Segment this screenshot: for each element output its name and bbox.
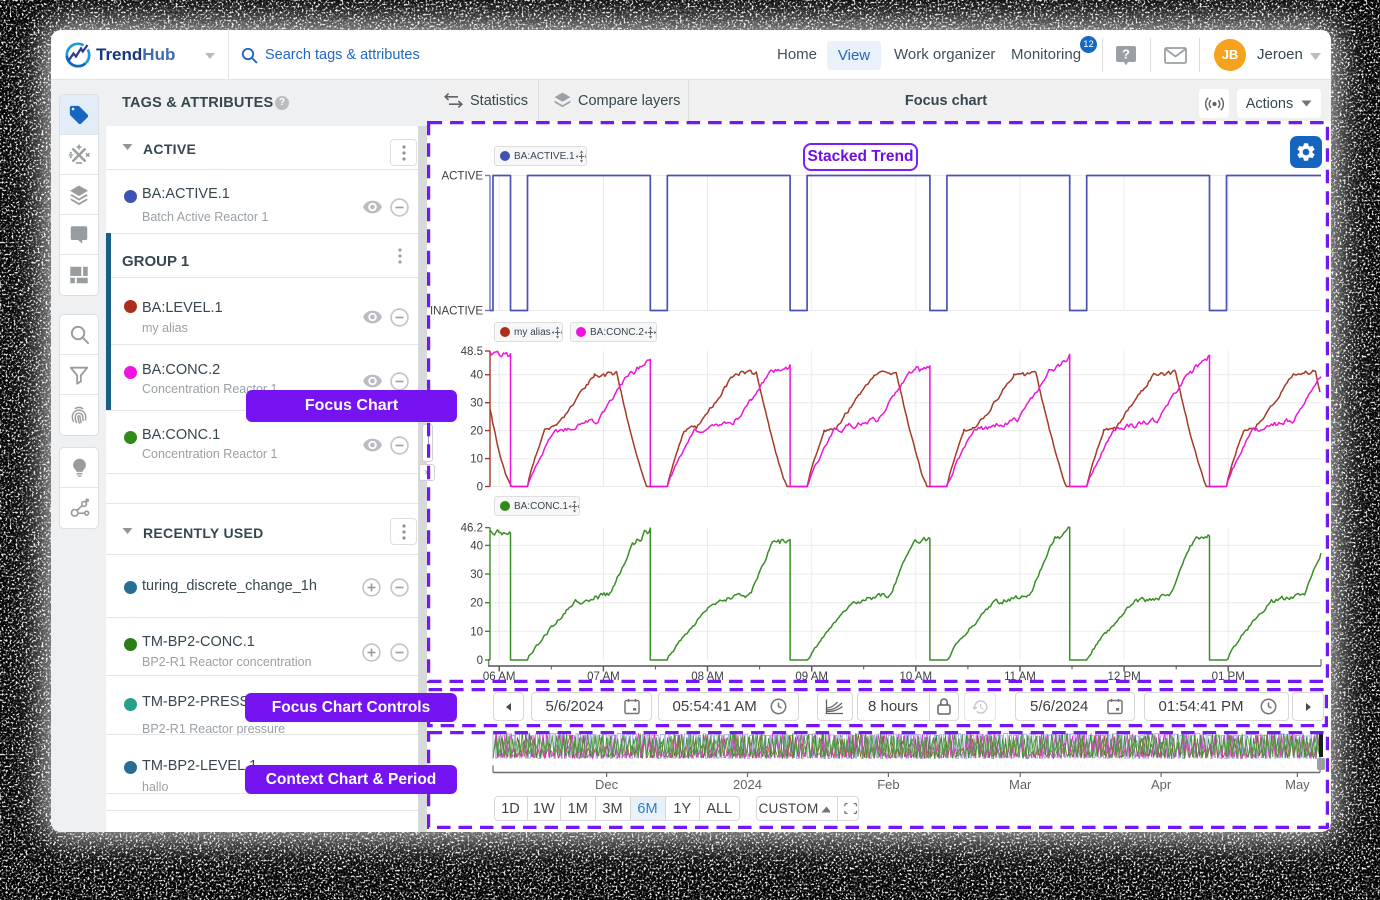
svg-text:?: ? <box>1122 47 1130 62</box>
svg-text:20: 20 <box>470 598 483 610</box>
svg-text:48.5: 48.5 <box>461 346 483 358</box>
svg-text:09 AM: 09 AM <box>795 671 828 683</box>
svg-text:20: 20 <box>470 426 483 438</box>
svg-text:40: 40 <box>470 540 483 552</box>
svg-text:0: 0 <box>477 655 483 667</box>
svg-text:40: 40 <box>470 370 483 382</box>
svg-text:12 PM: 12 PM <box>1107 671 1140 683</box>
svg-text:0: 0 <box>477 482 483 494</box>
svg-text:INACTIVE: INACTIVE <box>430 306 483 318</box>
svg-text:2024: 2024 <box>733 777 762 792</box>
svg-text:46.2: 46.2 <box>461 523 483 535</box>
svg-text:Mar: Mar <box>1009 777 1032 792</box>
svg-text:30: 30 <box>470 398 483 410</box>
svg-text:30: 30 <box>470 569 483 581</box>
svg-text:06 AM: 06 AM <box>483 671 516 683</box>
svg-text:07 AM: 07 AM <box>587 671 620 683</box>
svg-text:08 AM: 08 AM <box>691 671 724 683</box>
svg-text:Apr: Apr <box>1151 777 1172 792</box>
svg-text:10 AM: 10 AM <box>899 671 932 683</box>
svg-text:ACTIVE: ACTIVE <box>441 171 483 183</box>
svg-text:11 AM: 11 AM <box>1004 671 1036 683</box>
svg-text:Feb: Feb <box>877 777 899 792</box>
svg-text:May: May <box>1285 777 1310 792</box>
svg-text:10: 10 <box>470 626 483 638</box>
svg-text:10: 10 <box>470 454 483 466</box>
svg-text:01 PM: 01 PM <box>1212 671 1245 683</box>
svg-text:Dec: Dec <box>595 777 619 792</box>
